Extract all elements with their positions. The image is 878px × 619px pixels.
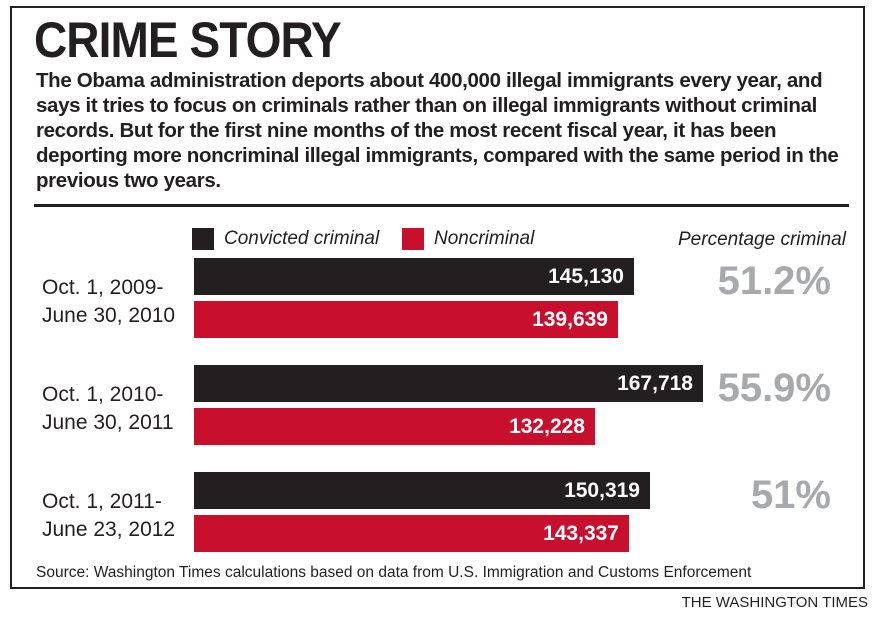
category-label: Oct. 1, 2011- June 23, 2012 — [42, 488, 192, 544]
bar-convicted: 145,130 — [194, 258, 634, 295]
category-label: Oct. 1, 2010- June 30, 2011 — [42, 381, 192, 437]
bar-noncriminal: 139,639 — [194, 301, 618, 338]
chart-subtitle: The Obama administration deports about 4… — [36, 69, 839, 192]
bar-value-label: 139,639 — [532, 307, 608, 331]
bar-value-label: 167,718 — [617, 371, 693, 395]
category-label-line: Oct. 1, 2009- — [42, 276, 164, 299]
bar-noncriminal: 132,228 — [194, 408, 595, 445]
bar-noncriminal: 143,337 — [194, 515, 629, 552]
percentage-criminal-value: 51.2% — [717, 259, 831, 303]
legend-item-convicted: Convicted criminal — [192, 228, 379, 250]
category-label-line: Oct. 1, 2010- — [42, 383, 164, 406]
bar-convicted: 150,319 — [194, 472, 650, 509]
bar-value-label: 150,319 — [564, 478, 640, 502]
legend-label-noncriminal: Noncriminal — [434, 228, 535, 249]
category-label-line: Oct. 1, 2011- — [42, 490, 162, 513]
category-label-line: June 23, 2012 — [42, 518, 176, 541]
graphic-frame: CRIME STORY The Obama administration dep… — [10, 6, 865, 589]
divider-rule — [34, 204, 849, 207]
bar-value-label: 145,130 — [548, 264, 624, 288]
legend-swatch-convicted — [192, 228, 214, 250]
category-label: Oct. 1, 2009- June 30, 2010 — [42, 274, 192, 330]
legend-label-convicted: Convicted criminal — [224, 228, 380, 249]
legend-item-noncriminal: Noncriminal — [402, 228, 534, 250]
chart-title: CRIME STORY — [34, 12, 342, 68]
percentage-criminal-value: 51% — [750, 473, 831, 517]
category-label-line: June 30, 2010 — [42, 304, 176, 327]
bar-convicted: 167,718 — [194, 365, 703, 402]
bar-value-label: 132,228 — [509, 414, 585, 438]
legend-swatch-noncriminal — [402, 228, 424, 250]
source-note: Source: Washington Times calculations ba… — [36, 564, 752, 581]
category-label-line: June 30, 2011 — [42, 411, 174, 434]
percentage-header: Percentage criminal — [678, 229, 846, 250]
bar-value-label: 143,337 — [543, 521, 619, 545]
publisher-credit: THE WASHINGTON TIMES — [681, 594, 868, 611]
percentage-criminal-value: 55.9% — [717, 366, 831, 410]
